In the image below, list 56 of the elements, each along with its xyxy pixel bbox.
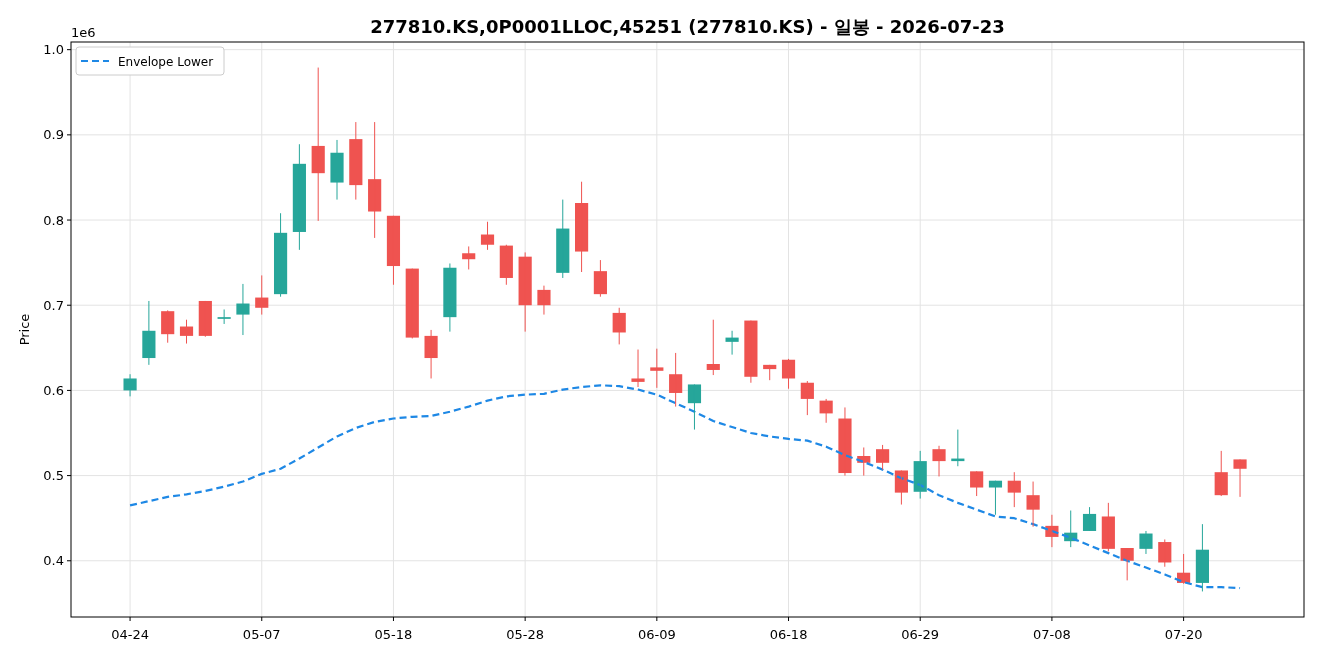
candlestick [273,212,288,298]
candlestick [631,349,645,388]
candlestick [311,67,325,222]
candlestick [462,245,476,270]
candlestick [800,380,814,416]
chart-title: 277810.KS,0P0001LLOC,45251 (277810.KS) - 일봉 - 2026-07-23 [370,16,1005,37]
candlestick [424,329,438,379]
y-tick-label: 0.8 [43,212,64,228]
candlestick [1101,502,1115,552]
candlestick [161,309,175,344]
x-tick-label: 05-18 [374,627,413,642]
candlestick [368,121,382,239]
candlestick [1214,450,1228,497]
candlestick [932,445,946,477]
y-tick-label: 0.7 [43,297,64,313]
legend-label: Envelope Lower [118,54,214,69]
candlestick [988,480,1003,516]
y-tick-label: 0.6 [43,382,64,398]
y-axis-title: Price [17,313,32,346]
candlestick [217,308,231,325]
candlestick [1082,506,1097,532]
y-tick-label: 0.5 [43,468,64,484]
y-tick-label: 0.4 [43,553,64,569]
x-tick-label: 06-09 [637,627,676,642]
x-tick-label: 07-20 [1164,627,1203,642]
x-tick-label: 07-08 [1033,627,1071,642]
candlestick [970,470,984,497]
x-tick-label: 05-07 [242,627,281,642]
candlestick [876,444,890,471]
x-tick-label: 06-29 [901,627,940,642]
candlestick [405,268,419,339]
candlestick [123,373,137,397]
candlestick [650,348,664,389]
x-tick-label: 06-18 [769,627,808,642]
candlestick [198,300,212,338]
candlestick [1233,458,1247,498]
candlestick [1007,471,1021,508]
candlestick [1195,523,1209,592]
candlestick [575,181,589,273]
text: 1e6 [71,25,96,40]
candlestick [386,215,401,286]
candlestick [292,143,306,251]
x-tick-label: 05-28 [506,627,545,642]
line-series [128,384,1242,590]
y-tick-label: 0.9 [43,127,64,143]
candlestick [593,259,607,298]
y-tick-label: 1.0 [43,42,64,58]
candlestick [687,383,702,431]
candlestick [706,319,720,376]
candlestick [349,121,363,201]
candlestick [669,352,683,408]
candlestick [556,199,570,279]
candlestick [499,244,513,286]
candlestick [236,283,250,336]
candlestick [330,139,344,201]
x-tick-label: 04-24 [111,627,149,642]
